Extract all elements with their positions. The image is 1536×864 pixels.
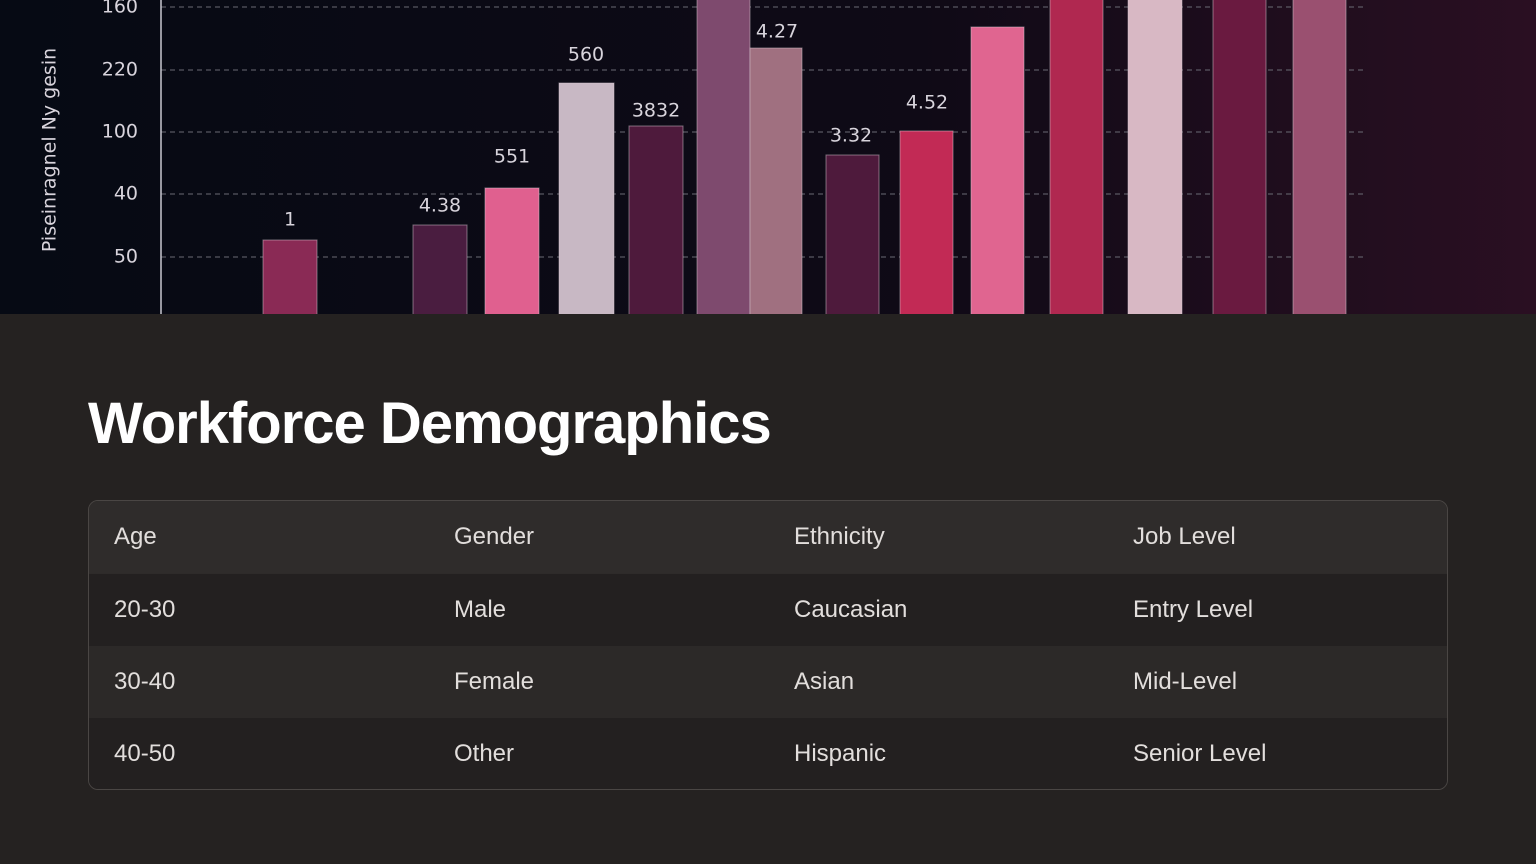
table-header: Age Gender Ethnicity Job Level (89, 501, 1447, 573)
header-cell: Job Level (1133, 523, 1236, 550)
table-cell: Other (454, 740, 515, 767)
bar-label: 1 (284, 209, 296, 231)
table-cell: Female (454, 668, 535, 695)
table-cell: Caucasian (794, 596, 908, 623)
table-cell: Asian (794, 668, 855, 695)
tick-label: 40 (114, 183, 138, 205)
table-row: 30-40 Female Asian Mid-Level (89, 646, 1447, 718)
table-cell: Senior Level (1133, 740, 1267, 767)
table-cell: Hispanic (794, 740, 887, 767)
header-cell: Age (114, 523, 157, 550)
bar-label: 560 (568, 44, 604, 66)
table-row: 20-30 Male Caucasian Entry Level (89, 573, 1447, 646)
bars (262, 0, 1347, 314)
table-cell: Mid-Level (1133, 668, 1238, 695)
tick-label: 50 (114, 246, 138, 268)
table-cell: Male (454, 596, 507, 623)
bar-label: 551 (494, 146, 530, 168)
tick-label: 160 (102, 0, 138, 18)
banner-chart-image: 160 220 100 40 50 Piseinragnel Ny gesin … (0, 0, 1536, 314)
tick-label: 100 (102, 121, 138, 143)
bar-label: 3832 (632, 100, 680, 122)
table-cell: 30-40 (114, 668, 176, 695)
axis-label: Piseinragnel Ny gesin (39, 48, 61, 252)
tick-label: 220 (102, 59, 138, 81)
table-cell: 40-50 (114, 740, 176, 767)
bar-label: 4.38 (419, 195, 461, 217)
table-cell: Entry Level (1133, 596, 1254, 623)
bar-label: 4.52 (906, 92, 948, 114)
slide-title: Workforce Demographics (88, 391, 772, 456)
header-cell: Gender (454, 523, 535, 550)
bar-label: 4.27 (756, 21, 798, 43)
header-cell: Ethnicity (794, 523, 885, 550)
bar-label: 3.32 (830, 125, 872, 147)
table-row: 40-50 Other Hispanic Senior Level (89, 718, 1447, 789)
demographics-table: Age Gender Ethnicity Job Level 20-30 Mal… (88, 500, 1448, 790)
table-cell: 20-30 (114, 596, 176, 623)
